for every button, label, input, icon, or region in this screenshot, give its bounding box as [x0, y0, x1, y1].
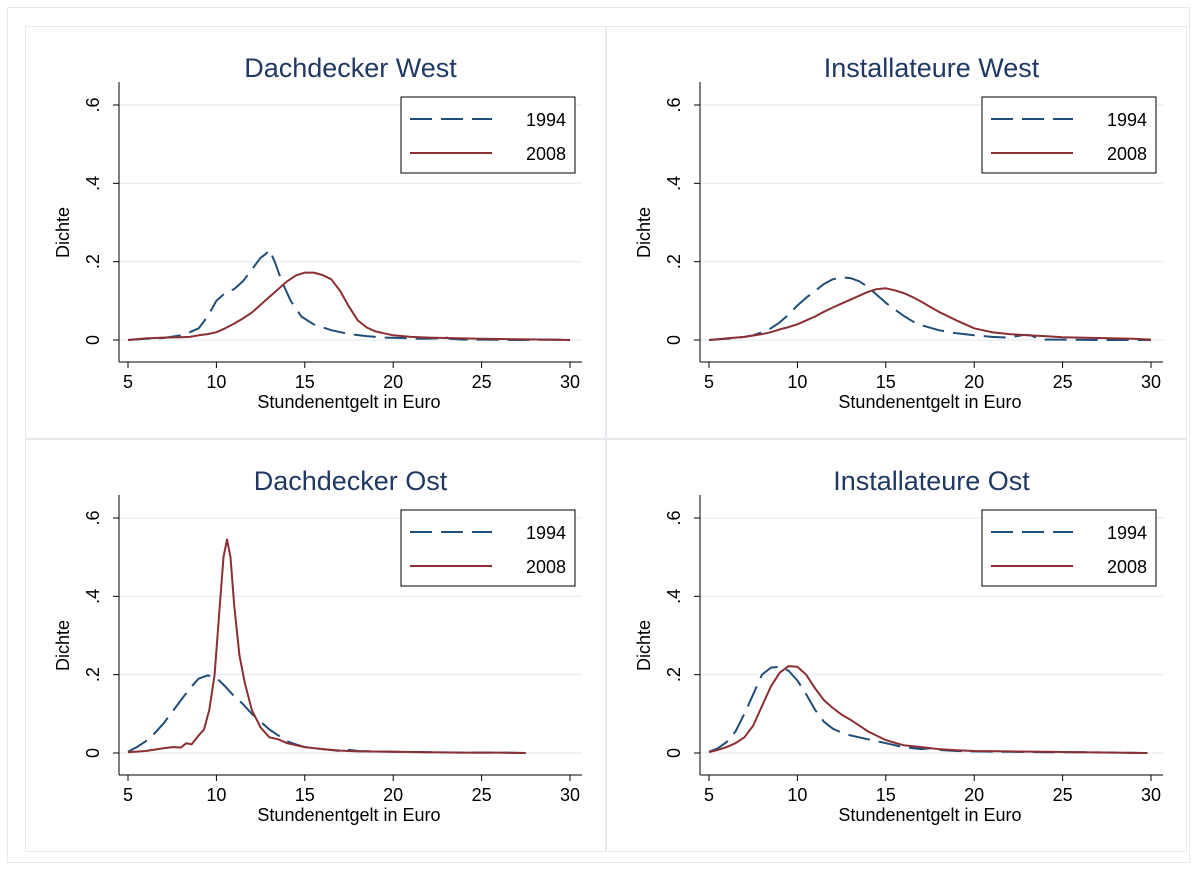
- x-axis-title: Stundenentgelt in Euro: [838, 805, 1021, 825]
- panel-dachdecker-ost: Dachdecker Ost 0 .2 .4 .6 5 10 15 20 25 30 Stundene…: [25, 439, 606, 852]
- y-tick-label: .2: [83, 254, 103, 269]
- series-line-2008: [708, 287, 1152, 341]
- y-tick-label: .6: [83, 97, 103, 112]
- y-tick-label: .4: [83, 176, 103, 191]
- series-line-2008: [127, 271, 571, 341]
- panel-installateure-ost: Installateure Ost 0 .2 .4 .6 5 10 15 20 25 30 Stund…: [606, 439, 1187, 852]
- chart-title: Dachdecker West: [244, 53, 457, 83]
- x-tick-label: 10: [787, 372, 807, 392]
- y-tick-label: .2: [83, 667, 103, 682]
- panel-installateure-west: Installateure West 0 .2 .4 .6 5 10 15 20 25 30 Stun…: [606, 26, 1187, 439]
- series-line-2008: [708, 665, 1148, 754]
- chart-installateure-ost: Installateure Ost 0 .2 .4 .6 5 10 15 20 25 30 Stund…: [634, 466, 1163, 825]
- legend-label-2008: 2008: [1107, 144, 1147, 164]
- y-tick-label: 0: [664, 335, 684, 345]
- x-tick-label: 5: [704, 785, 714, 805]
- x-tick-label: 10: [206, 372, 226, 392]
- legend-label-2008: 2008: [526, 144, 566, 164]
- series-line-1994: [127, 674, 526, 754]
- y-tick-label: .6: [664, 97, 684, 112]
- legend: 1994 2008: [400, 96, 576, 174]
- panel-dachdecker-west: Dachdecker West 0 .2 .4 .6 5 10 15 20 25 30 Stunden…: [25, 26, 606, 439]
- legend: 1994 2008: [981, 96, 1157, 174]
- legend-box: [400, 96, 576, 174]
- chart-title: Installateure West: [824, 53, 1040, 83]
- legend: 1994 2008: [400, 509, 576, 587]
- chart-dachdecker-ost: Dachdecker Ost 0 .2 .4 .6 5 10 15 20 25 30 Stundene…: [53, 466, 582, 825]
- y-tick-label: .4: [664, 176, 684, 191]
- x-tick-label: 30: [1141, 372, 1161, 392]
- x-axis-title: Stundenentgelt in Euro: [257, 392, 440, 412]
- legend-box: [400, 509, 576, 587]
- y-tick-label: .6: [664, 510, 684, 525]
- y-tick-label: .4: [664, 589, 684, 604]
- legend: 1994 2008: [981, 509, 1157, 587]
- y-axis-title: Dichte: [634, 620, 654, 671]
- y-tick-label: .2: [664, 254, 684, 269]
- x-tick-label: 15: [876, 372, 896, 392]
- x-tick-label: 5: [704, 372, 714, 392]
- legend-label-1994: 1994: [526, 523, 566, 543]
- x-tick-label: 20: [964, 372, 984, 392]
- chart-installateure-west: Installateure West 0 .2 .4 .6 5 10 15 20 25 30 Stun…: [634, 53, 1163, 412]
- series-line-2008: [127, 538, 526, 754]
- legend-box: [981, 509, 1157, 587]
- legend-label-1994: 1994: [1107, 523, 1147, 543]
- x-tick-label: 30: [560, 372, 580, 392]
- y-tick-label: 0: [83, 748, 103, 758]
- x-tick-label: 5: [123, 372, 133, 392]
- y-tick-label: .6: [83, 510, 103, 525]
- x-tick-label: 15: [876, 785, 896, 805]
- x-tick-label: 10: [787, 785, 807, 805]
- x-tick-label: 20: [383, 785, 403, 805]
- x-tick-label: 25: [1053, 785, 1073, 805]
- y-axis-title: Dichte: [53, 207, 73, 258]
- chart-title: Installateure Ost: [833, 466, 1030, 496]
- figure-frame: [7, 7, 1190, 863]
- y-tick-label: .2: [664, 667, 684, 682]
- x-tick-label: 15: [295, 785, 315, 805]
- x-tick-label: 30: [1141, 785, 1161, 805]
- x-tick-label: 5: [123, 785, 133, 805]
- chart-title: Dachdecker Ost: [254, 466, 448, 496]
- x-tick-label: 15: [295, 372, 315, 392]
- y-axis-title: Dichte: [634, 207, 654, 258]
- y-tick-label: 0: [83, 335, 103, 345]
- chart-dachdecker-west: Dachdecker West 0 .2 .4 .6 5 10 15 20 25 30 Stunden…: [53, 53, 582, 412]
- x-tick-label: 20: [964, 785, 984, 805]
- legend-box: [981, 96, 1157, 174]
- x-tick-label: 25: [472, 785, 492, 805]
- legend-label-2008: 2008: [1107, 557, 1147, 577]
- legend-label-2008: 2008: [526, 557, 566, 577]
- x-tick-label: 30: [560, 785, 580, 805]
- legend-label-1994: 1994: [1107, 110, 1147, 130]
- x-tick-label: 25: [1053, 372, 1073, 392]
- y-tick-label: 0: [664, 748, 684, 758]
- x-tick-label: 25: [472, 372, 492, 392]
- x-tick-label: 10: [206, 785, 226, 805]
- y-tick-label: .4: [83, 589, 103, 604]
- series-line-1994: [127, 248, 571, 341]
- y-axis-title: Dichte: [53, 620, 73, 671]
- x-axis-title: Stundenentgelt in Euro: [257, 805, 440, 825]
- legend-label-1994: 1994: [526, 110, 566, 130]
- x-axis-title: Stundenentgelt in Euro: [838, 392, 1021, 412]
- x-tick-label: 20: [383, 372, 403, 392]
